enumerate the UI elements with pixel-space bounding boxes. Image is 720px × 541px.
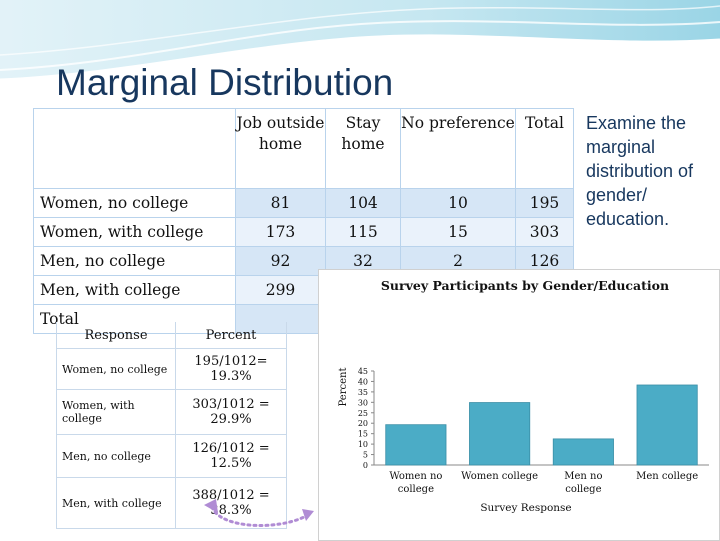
row-label: Men, with college: [33, 275, 236, 305]
percent-cell: 195/1012= 19.3%: [175, 348, 287, 390]
header-corner-cell: [33, 108, 236, 189]
y-tick-label: 0: [363, 461, 368, 470]
table-row: Women, with college 303/1012 = 29.9%: [56, 389, 287, 435]
table-row: Women, no college 195/1012= 19.3%: [56, 348, 287, 390]
y-tick-label: 30: [358, 398, 368, 407]
column-header: No preference: [400, 108, 516, 189]
row-label: Men, no college: [33, 246, 236, 276]
table-cell: 92: [235, 246, 326, 276]
percent-cell: 303/1012 = 29.9%: [175, 389, 287, 435]
table-cell: 104: [325, 188, 401, 218]
header-banner: [0, 0, 720, 82]
row-label: Women, with college: [33, 217, 236, 247]
table-header-row: Job outside home Stay home No preference…: [33, 108, 574, 189]
response-cell: Women, no college: [56, 348, 176, 390]
y-axis-label: Percent: [338, 368, 349, 407]
column-header: Stay home: [325, 108, 401, 189]
bar: [636, 384, 698, 466]
y-tick-label: 40: [358, 377, 368, 386]
bar: [385, 424, 447, 466]
response-cell: Women, with college: [56, 389, 176, 435]
y-tick-label: 45: [358, 367, 368, 376]
table-cell: 195: [515, 188, 574, 218]
x-tick-label: Men college: [636, 471, 698, 482]
table-cell: 299: [235, 275, 326, 305]
y-tick-label: 5: [363, 451, 368, 460]
percent-table: Response Percent Women, no college 195/1…: [56, 322, 287, 529]
y-tick-label: 25: [358, 409, 368, 418]
x-tick-label: Women college: [461, 471, 538, 482]
table-row: Women, with college 173 115 15 303: [33, 217, 574, 247]
table-cell: 10: [400, 188, 516, 218]
instruction-text: Examine the marginal distribution of gen…: [586, 113, 694, 229]
table-cell: 173: [235, 217, 326, 247]
x-tick-label: Men no college: [564, 471, 602, 495]
curved-arrow-icon: [204, 499, 314, 527]
percent-header: Percent: [175, 322, 287, 349]
table-row: Men, no college 126/1012 = 12.5%: [56, 434, 287, 478]
response-cell: Men, with college: [56, 477, 176, 529]
table-cell: 15: [400, 217, 516, 247]
bar-chart: Survey Participants by Gender/Education …: [318, 269, 720, 541]
table-cell: 303: [515, 217, 574, 247]
column-header: Job outside home: [235, 108, 326, 189]
response-header: Response: [56, 322, 176, 349]
x-tick-label: Women no college: [389, 471, 442, 495]
bar: [552, 438, 614, 466]
y-tick-label: 15: [358, 430, 368, 439]
chart-title: Survey Participants by Gender/Education: [381, 278, 669, 293]
response-cell: Men, no college: [56, 434, 176, 478]
table-row: Women, no college 81 104 10 195: [33, 188, 574, 218]
bar: [469, 402, 531, 466]
x-axis-label: Survey Response: [480, 502, 571, 514]
row-label: Women, no college: [33, 188, 236, 218]
page-title: Marginal Distribution: [56, 62, 394, 103]
y-tick-label: 10: [358, 440, 368, 449]
percent-table-header: Response Percent: [56, 322, 287, 349]
table-cell: 81: [235, 188, 326, 218]
y-tick-label: 20: [358, 419, 368, 428]
table-cell: 115: [325, 217, 401, 247]
column-header: Total: [515, 108, 574, 189]
bar-chart-canvas: Survey Participants by Gender/Education …: [338, 278, 709, 514]
y-tick-label: 35: [358, 388, 368, 397]
percent-cell: 126/1012 = 12.5%: [175, 434, 287, 478]
